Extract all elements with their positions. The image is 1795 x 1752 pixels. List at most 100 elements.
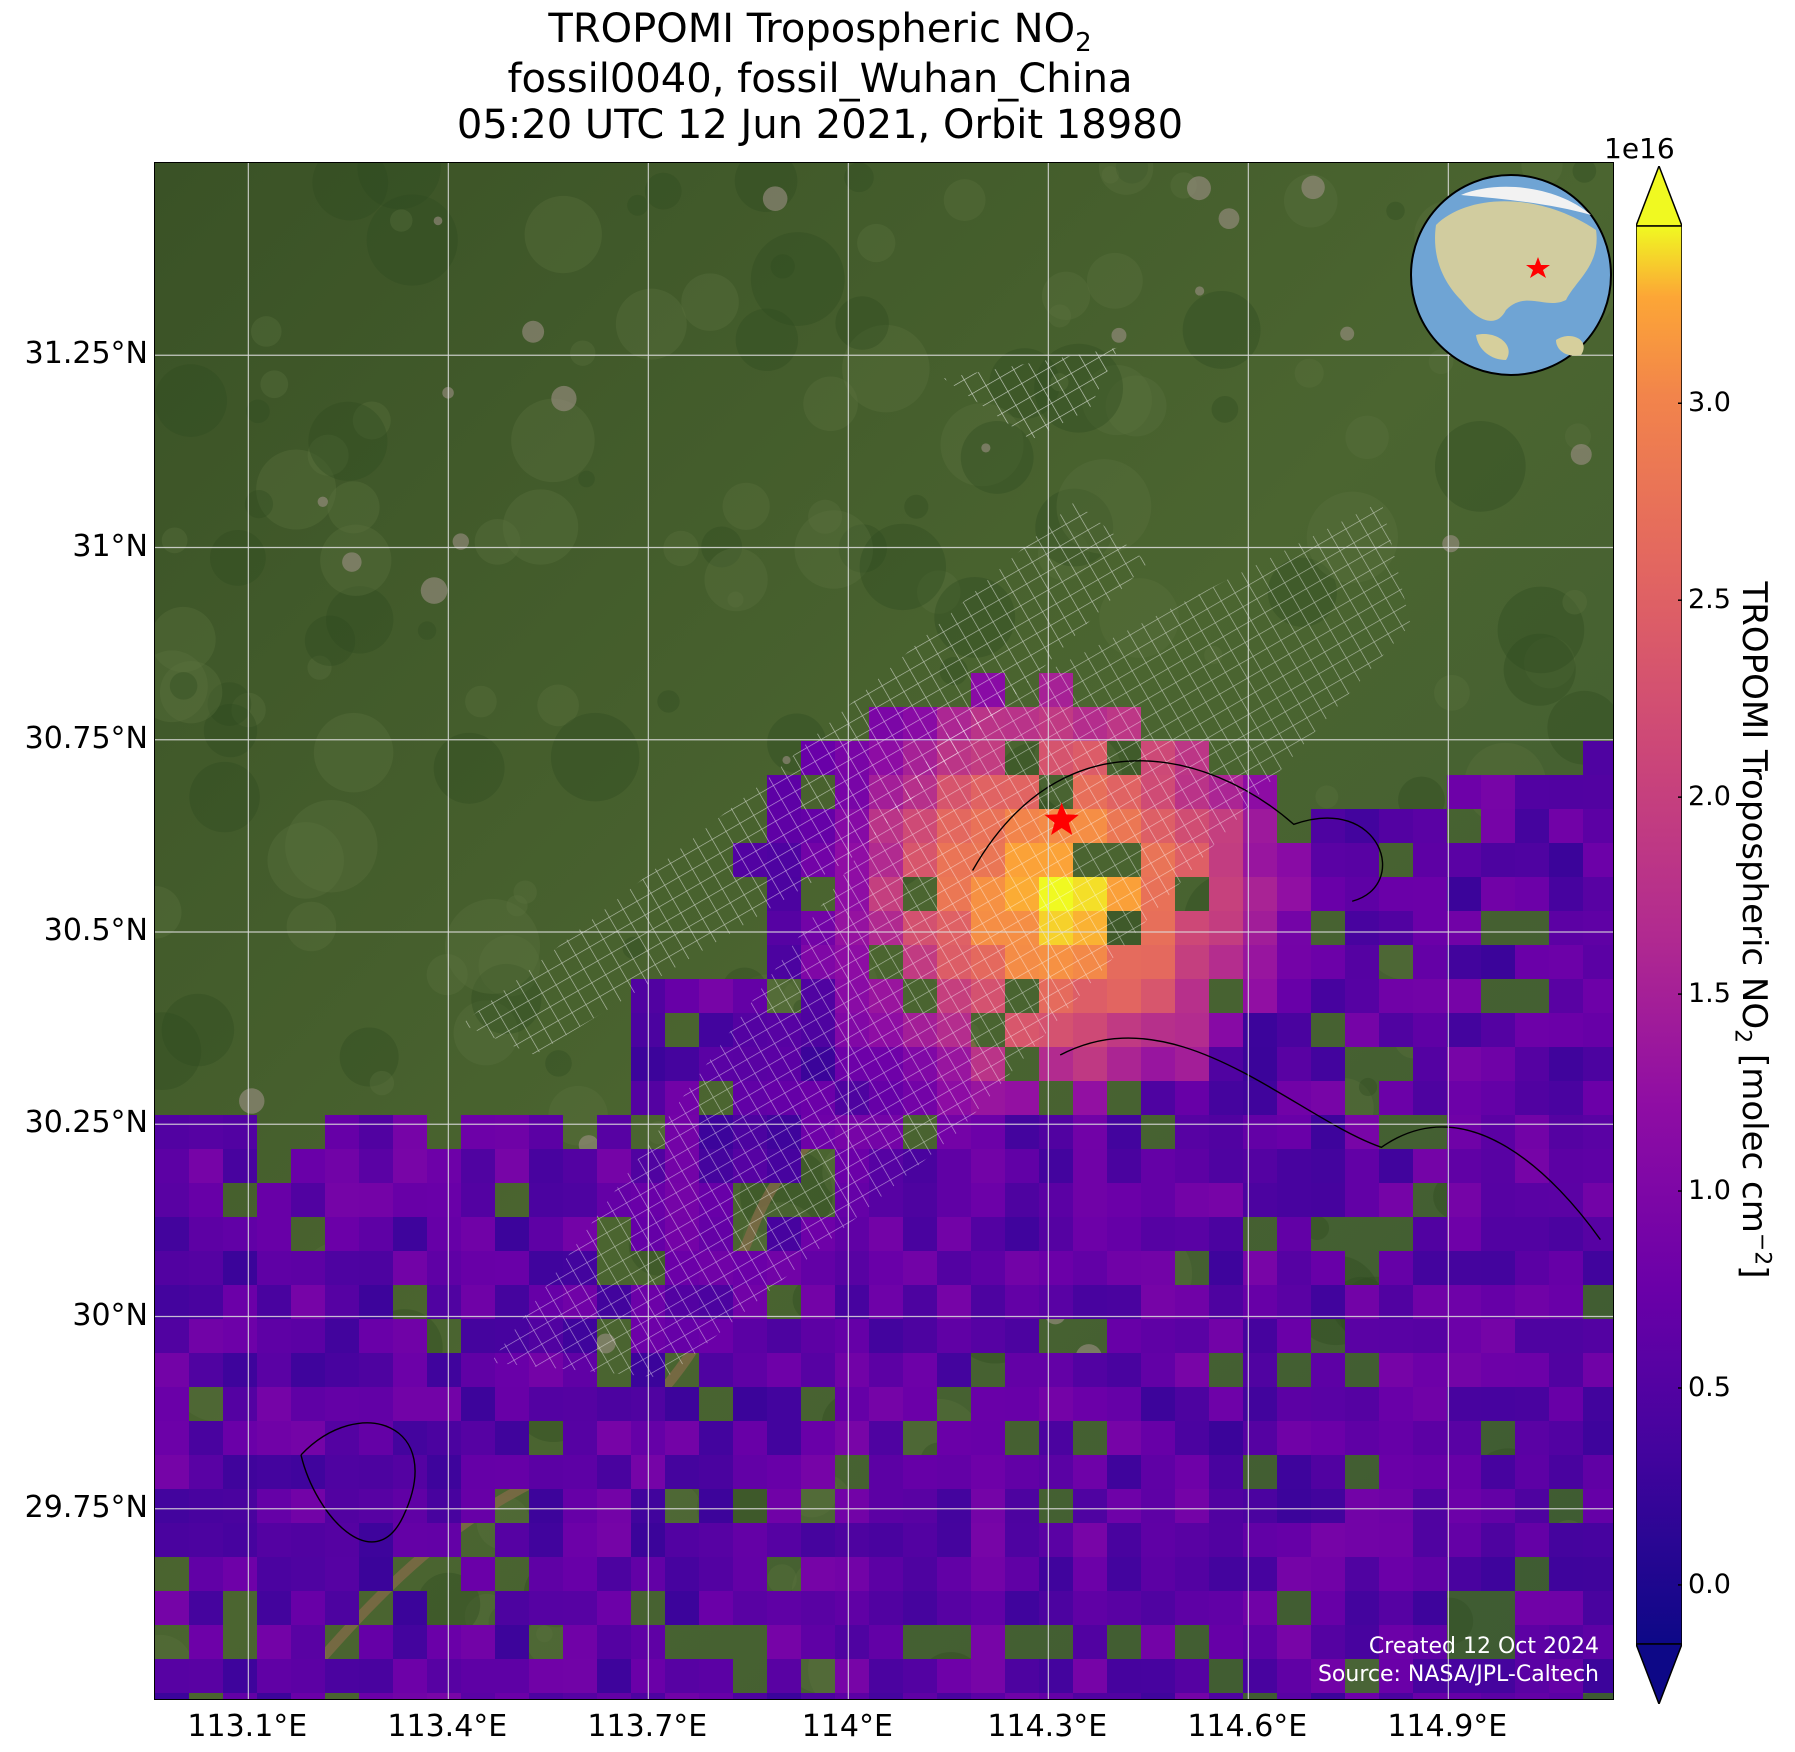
basemap-patch <box>722 482 770 530</box>
no2-pixel <box>1481 1149 1515 1183</box>
no2-pixel <box>1175 1489 1209 1523</box>
no2-pixel <box>1311 1285 1345 1319</box>
no2-pixel <box>835 1421 869 1455</box>
no2-pixel <box>1311 1353 1345 1387</box>
no2-pixel <box>1413 1149 1447 1183</box>
colorbar-label-units: [molec cm <box>1734 1043 1775 1233</box>
no2-pixel <box>325 1591 359 1625</box>
no2-pixel <box>257 1625 291 1659</box>
no2-pixel <box>1345 1319 1379 1353</box>
no2-pixel <box>1311 1387 1345 1421</box>
town-patch <box>1195 286 1205 296</box>
gridlines <box>155 163 1613 1699</box>
no2-pixel <box>1107 1285 1141 1319</box>
no2-pixel <box>427 1625 461 1659</box>
no2-pixel <box>563 1387 597 1421</box>
no2-pixel <box>1005 1217 1039 1251</box>
no2-pixel <box>767 1387 801 1421</box>
no2-pixel <box>1005 1353 1039 1387</box>
no2-pixel <box>359 1387 393 1421</box>
no2-pixel <box>1073 1183 1107 1217</box>
no2-pixel <box>1379 1489 1413 1523</box>
no2-pixel <box>1005 1693 1039 1699</box>
no2-pixel <box>903 1285 937 1319</box>
no2-pixel <box>1005 1149 1039 1183</box>
no2-pixel <box>1141 1353 1175 1387</box>
no2-pixel <box>1447 1557 1481 1591</box>
no2-pixel <box>1345 1693 1379 1699</box>
no2-pixel <box>1107 1115 1141 1149</box>
chart-title-line3: 05:20 UTC 12 Jun 2021, Orbit 18980 <box>456 102 1184 148</box>
basemap-patch <box>770 254 795 279</box>
no2-pixel <box>1175 911 1209 945</box>
no2-pixel <box>733 1455 767 1489</box>
no2-pixel <box>1209 911 1243 945</box>
town-patch <box>342 552 362 572</box>
no2-pixel <box>1481 843 1515 877</box>
no2-pixel <box>1175 1319 1209 1353</box>
no2-pixel <box>733 1693 767 1699</box>
basemap-patch <box>161 527 188 554</box>
no2-pixel <box>801 1319 835 1353</box>
no2-pixel <box>1175 1659 1209 1693</box>
basemap-patch <box>256 449 337 530</box>
no2-pixel <box>1379 1319 1413 1353</box>
no2-pixel <box>1277 979 1311 1013</box>
colorbar-tick-label: 1.0 <box>1688 1175 1731 1207</box>
no2-pixel <box>1345 1115 1379 1149</box>
no2-pixel <box>1005 1489 1039 1523</box>
basemap-patch <box>189 761 260 833</box>
no2-pixel <box>1379 1659 1413 1693</box>
no2-pixel <box>869 1387 903 1421</box>
basemap-patch <box>326 586 394 654</box>
basemap-patch <box>1524 637 1576 689</box>
no2-pixel <box>1345 1183 1379 1217</box>
lake-outline <box>300 1422 416 1543</box>
no2-pixel <box>359 1557 393 1591</box>
no2-pixel <box>597 1557 631 1591</box>
no2-pixel <box>1175 1013 1209 1047</box>
no2-pixel <box>155 1251 189 1285</box>
basemap-patch <box>312 163 389 221</box>
no2-pixel <box>325 1557 359 1591</box>
basemap-patch <box>750 232 845 326</box>
no2-pixel <box>1413 809 1447 843</box>
no2-pixel <box>1515 1489 1549 1523</box>
no2-pixel <box>1277 1183 1311 1217</box>
no2-pixel <box>189 1489 223 1523</box>
no2-pixel <box>801 1591 835 1625</box>
colorbar-label-sub: 2 <box>1729 1029 1755 1044</box>
no2-pixel <box>1345 1625 1379 1659</box>
no2-pixel <box>937 1523 971 1557</box>
basemap-patch <box>339 1027 399 1087</box>
no2-pixel <box>1413 1047 1447 1081</box>
no2-pixel <box>427 1421 461 1455</box>
no2-pixel <box>1175 1421 1209 1455</box>
credit-created: Created 12 Oct 2024 <box>1368 1634 1599 1659</box>
no2-pixel <box>1311 945 1345 979</box>
no2-pixel <box>1209 1183 1243 1217</box>
no2-pixel <box>767 1319 801 1353</box>
basemap-patch <box>838 524 887 573</box>
no2-pixel <box>869 1625 903 1659</box>
no2-pixel <box>393 1421 427 1455</box>
no2-pixel <box>1107 1183 1141 1217</box>
no2-pixel <box>699 1591 733 1625</box>
no2-pixel <box>1549 1251 1583 1285</box>
no2-pixel <box>563 1183 597 1217</box>
no2-pixel <box>1549 1557 1583 1591</box>
no2-pixel <box>393 1693 427 1699</box>
no2-pixel <box>903 1251 937 1285</box>
no2-pixel <box>1549 1149 1583 1183</box>
no2-pixel <box>1345 1013 1379 1047</box>
no2-pixel <box>393 1251 427 1285</box>
no2-pixel <box>1583 1115 1613 1149</box>
basemap-patch <box>207 682 252 726</box>
map-canvas[interactable] <box>155 163 1614 1700</box>
no2-pixel <box>1141 1489 1175 1523</box>
no2-pixel <box>971 1183 1005 1217</box>
no2-pixel <box>1209 1421 1243 1455</box>
no2-pixel <box>1209 843 1243 877</box>
map-panel[interactable]: Created 12 Oct 2024 Source: NASA/JPL-Cal… <box>154 162 1614 1700</box>
no2-pixel <box>257 1693 291 1699</box>
